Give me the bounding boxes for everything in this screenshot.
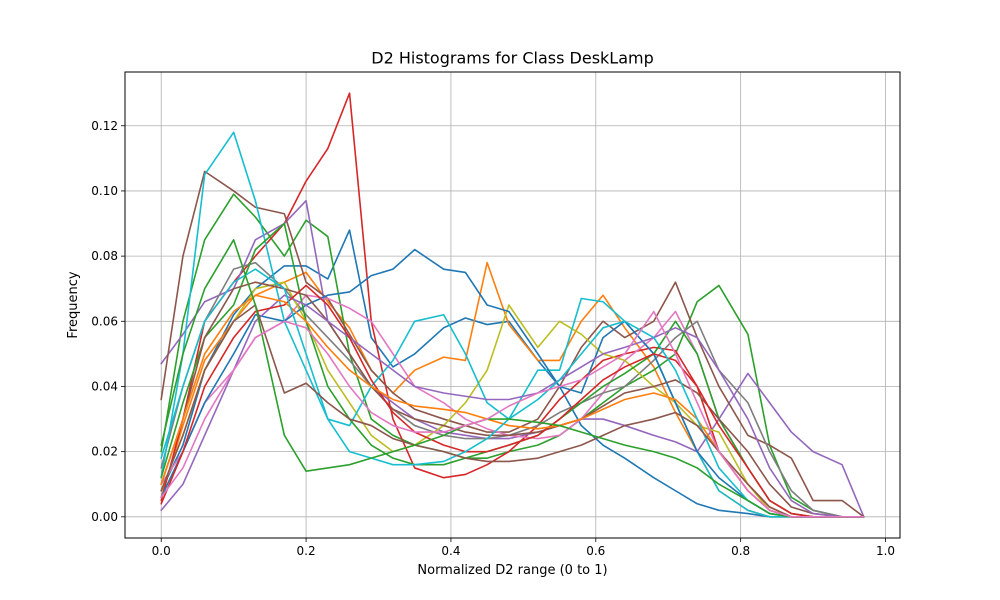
x-tick-label: 0.0 xyxy=(152,544,171,558)
series-line-20 xyxy=(160,310,865,518)
y-tick-label: 0.02 xyxy=(91,445,118,459)
x-tick-label: 0.6 xyxy=(586,544,605,558)
series-line-17 xyxy=(160,268,865,518)
gridlines xyxy=(125,72,900,538)
y-tick-label: 0.04 xyxy=(91,379,118,393)
series-line-6 xyxy=(160,170,865,518)
y-tick-label: 0.12 xyxy=(91,119,118,133)
series-line-18 xyxy=(160,304,865,518)
series-line-14 xyxy=(160,294,865,518)
series-line-1 xyxy=(160,229,865,518)
x-tick-label: 0.2 xyxy=(297,544,316,558)
y-tick-label: 0.10 xyxy=(91,184,118,198)
y-tick-label: 0.08 xyxy=(91,249,118,263)
x-tick-label: 1.0 xyxy=(876,544,895,558)
x-axis-label: Normalized D2 range (0 to 1) xyxy=(417,563,607,578)
series-line-10 xyxy=(160,131,865,518)
series-line-15 xyxy=(160,284,865,518)
x-tick-label: 0.4 xyxy=(441,544,460,558)
chart-title: D2 Histograms for Class DeskLamp xyxy=(371,49,654,68)
y-axis-ticks: 0.00 0.02 0.04 0.06 0.08 0.10 0.12 xyxy=(91,119,125,524)
y-axis-label: Frequency xyxy=(66,271,81,338)
x-tick-label: 0.8 xyxy=(731,544,750,558)
series-lines xyxy=(160,92,865,518)
y-tick-label: 0.00 xyxy=(91,510,118,524)
plot-frame xyxy=(124,71,901,539)
series-line-4 xyxy=(160,92,865,518)
x-axis-ticks: 0.0 0.2 0.4 0.6 0.8 1.0 xyxy=(152,538,895,558)
y-tick-label: 0.06 xyxy=(91,314,118,328)
series-line-19 xyxy=(160,239,865,518)
series-line-12 xyxy=(160,222,865,518)
